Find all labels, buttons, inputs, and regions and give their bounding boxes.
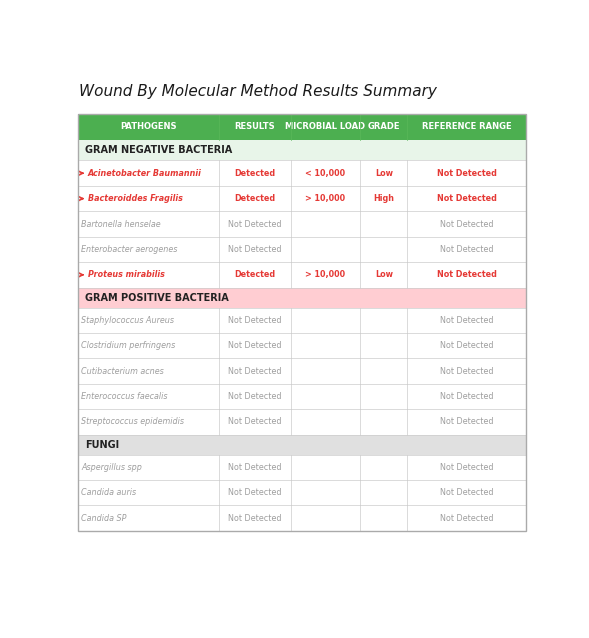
- Text: Not Detected: Not Detected: [437, 271, 497, 279]
- Text: Not Detected: Not Detected: [228, 463, 282, 472]
- Text: Wound By Molecular Method Results Summary: Wound By Molecular Method Results Summar…: [79, 84, 437, 100]
- Bar: [78, 359, 526, 384]
- Bar: [78, 114, 526, 140]
- Bar: [78, 186, 526, 211]
- Bar: [78, 455, 526, 480]
- Text: PATHOGENS: PATHOGENS: [120, 122, 177, 131]
- Text: Not Detected: Not Detected: [440, 463, 494, 472]
- Text: Candida SP: Candida SP: [81, 514, 127, 523]
- Text: Not Detected: Not Detected: [228, 392, 282, 401]
- Text: Detected: Detected: [234, 194, 275, 203]
- Text: Acinetobacter Baumannii: Acinetobacter Baumannii: [88, 168, 201, 178]
- Text: Detected: Detected: [234, 271, 275, 279]
- Bar: [78, 288, 526, 308]
- Text: Not Detected: Not Detected: [440, 417, 494, 426]
- Text: Not Detected: Not Detected: [437, 194, 497, 203]
- Text: Not Detected: Not Detected: [228, 367, 282, 376]
- Text: RESULTS: RESULTS: [234, 122, 275, 131]
- Text: Low: Low: [375, 168, 393, 178]
- Text: GRAM POSITIVE BACTERIA: GRAM POSITIVE BACTERIA: [85, 293, 229, 302]
- Text: Not Detected: Not Detected: [228, 245, 282, 254]
- Text: Staphylococcus Aureus: Staphylococcus Aureus: [81, 316, 174, 325]
- Bar: [78, 211, 526, 237]
- Text: Not Detected: Not Detected: [228, 219, 282, 228]
- Bar: [78, 237, 526, 262]
- Text: Not Detected: Not Detected: [440, 392, 494, 401]
- Bar: [78, 434, 526, 455]
- Text: Not Detected: Not Detected: [440, 245, 494, 254]
- Text: REFERENCE RANGE: REFERENCE RANGE: [422, 122, 512, 131]
- Text: Cutibacterium acnes: Cutibacterium acnes: [81, 367, 164, 376]
- Text: Not Detected: Not Detected: [440, 316, 494, 325]
- Text: Proteus mirabilis: Proteus mirabilis: [88, 271, 164, 279]
- Text: < 10,000: < 10,000: [305, 168, 346, 178]
- Bar: [78, 333, 526, 359]
- Text: Not Detected: Not Detected: [437, 168, 497, 178]
- Bar: [78, 480, 526, 505]
- Text: Streptococcus epidemidis: Streptococcus epidemidis: [81, 417, 184, 426]
- Text: Not Detected: Not Detected: [228, 417, 282, 426]
- Text: FUNGI: FUNGI: [85, 440, 120, 450]
- Text: > 10,000: > 10,000: [305, 271, 346, 279]
- Text: Not Detected: Not Detected: [440, 219, 494, 228]
- Bar: [78, 505, 526, 531]
- Text: High: High: [373, 194, 394, 203]
- Text: Low: Low: [375, 271, 393, 279]
- Text: MICROBIAL LOAD: MICROBIAL LOAD: [285, 122, 366, 131]
- Text: GRAM NEGATIVE BACTERIA: GRAM NEGATIVE BACTERIA: [85, 145, 233, 156]
- Text: Not Detected: Not Detected: [440, 514, 494, 523]
- Bar: [78, 384, 526, 409]
- Text: Candida auris: Candida auris: [81, 488, 137, 497]
- Text: > 10,000: > 10,000: [305, 194, 346, 203]
- Text: Not Detected: Not Detected: [440, 341, 494, 350]
- Bar: [78, 114, 526, 531]
- Bar: [78, 262, 526, 288]
- Bar: [78, 161, 526, 186]
- Bar: [78, 140, 526, 161]
- Bar: [78, 308, 526, 333]
- Text: Not Detected: Not Detected: [440, 488, 494, 497]
- Text: Not Detected: Not Detected: [228, 514, 282, 523]
- Text: Enterobacter aerogenes: Enterobacter aerogenes: [81, 245, 178, 254]
- Text: Bartonella henselae: Bartonella henselae: [81, 219, 161, 228]
- Text: Aspergillus spp: Aspergillus spp: [81, 463, 143, 472]
- Text: Not Detected: Not Detected: [440, 367, 494, 376]
- Text: Not Detected: Not Detected: [228, 316, 282, 325]
- Text: Not Detected: Not Detected: [228, 341, 282, 350]
- Bar: [78, 409, 526, 434]
- Text: GRADE: GRADE: [368, 122, 400, 131]
- Text: Detected: Detected: [234, 168, 275, 178]
- Text: Clostridium perfringens: Clostridium perfringens: [81, 341, 176, 350]
- Text: Bacteroiddes Fragilis: Bacteroiddes Fragilis: [88, 194, 183, 203]
- Text: Enterococcus faecalis: Enterococcus faecalis: [81, 392, 168, 401]
- Text: Not Detected: Not Detected: [228, 488, 282, 497]
